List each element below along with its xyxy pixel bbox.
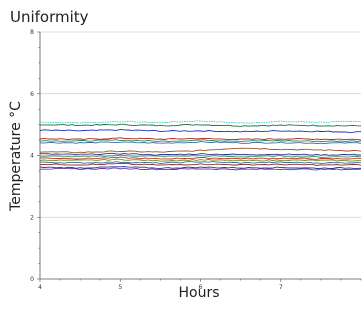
y-tick-label: 8 (30, 29, 34, 36)
series-line (39, 166, 362, 170)
y-tick-label: 4 (30, 153, 34, 160)
x-tick-label: 7 (279, 284, 283, 291)
x-tick-label: 4 (38, 284, 42, 291)
series-line (39, 161, 362, 165)
series-line (39, 163, 362, 166)
tick-label-layer: 0 2 4 6 8 4 5 6 7 (30, 29, 283, 291)
x-tick-label: 6 (199, 284, 203, 291)
series-layer (39, 120, 362, 171)
axis-layer (37, 31, 362, 282)
y-axis-label: Temperature °C (8, 101, 24, 212)
grid-layer (40, 31, 361, 218)
chart-title: Uniformity (10, 8, 89, 26)
series-line (39, 123, 362, 127)
series-line (39, 128, 361, 133)
x-axis-label: Hours (178, 285, 219, 301)
series-line (39, 152, 362, 156)
series-line (39, 158, 362, 162)
series-line (40, 167, 362, 171)
series-line (39, 139, 362, 143)
series-line (40, 120, 362, 124)
series-line (39, 154, 362, 158)
series-line (39, 137, 362, 141)
series-line (39, 147, 362, 154)
x-tick-label: 5 (118, 284, 122, 291)
y-tick-label: 2 (30, 214, 34, 221)
y-tick-label: 6 (30, 91, 34, 98)
y-tick-label: 0 (30, 276, 34, 283)
series-line (39, 156, 362, 160)
series-line (39, 140, 362, 145)
